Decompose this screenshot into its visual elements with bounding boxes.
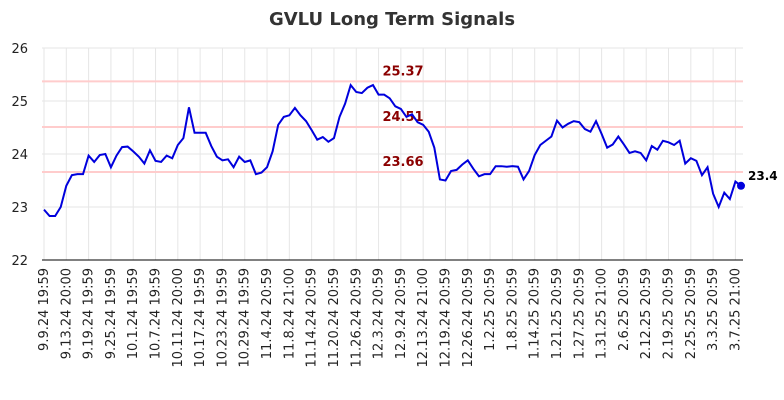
- x-tick-label: 12.3.24 20:59: [372, 268, 387, 359]
- x-tick-label: 11.20.24 20:59: [327, 268, 342, 368]
- x-tick-label: 9.19.24 19:59: [82, 268, 97, 359]
- x-tick-label: 2.12.25 20:59: [639, 268, 654, 359]
- x-tick-label: 10.23.24 19:59: [215, 268, 230, 368]
- x-tick-label: 12.19.24 20:59: [438, 268, 453, 368]
- y-tick-label: 24: [11, 148, 28, 163]
- y-tick-label: 22: [11, 254, 28, 269]
- y-tick-label: 23: [11, 201, 28, 216]
- x-tick-label: 12.9.24 20:59: [394, 268, 409, 359]
- x-tick-label: 10.1.24 19:59: [126, 268, 141, 359]
- x-tick-label: 3.3.25 20:59: [706, 268, 721, 351]
- last-point: [737, 181, 745, 190]
- x-tick-label: 1.2.25 20:59: [483, 268, 498, 351]
- chart-title: GVLU Long Term Signals: [269, 9, 515, 30]
- x-tick-label: 3.7.25 21:00: [728, 268, 743, 351]
- x-tick-label: 9.13.24 20:00: [59, 268, 74, 359]
- x-tick-label: 10.7.24 19:59: [149, 268, 164, 359]
- signal-label: 25.37: [382, 64, 423, 79]
- x-tick-label: 11.8.24 21:00: [282, 268, 297, 359]
- signal-label: 23.66: [382, 155, 423, 170]
- x-tick-label: 1.14.25 20:59: [528, 268, 543, 359]
- x-tick-label: 2.25.25 20:59: [684, 268, 699, 359]
- x-tick-label: 10.17.24 19:59: [193, 268, 208, 368]
- x-tick-label: 1.27.25 20:59: [572, 268, 587, 359]
- x-tick-label: 10.29.24 19:59: [238, 268, 253, 368]
- last-value-label: 23.4: [748, 169, 778, 183]
- x-tick-label: 12.13.24 21:00: [416, 268, 431, 368]
- x-tick-label: 2.6.25 20:59: [617, 268, 632, 351]
- y-tick-label: 26: [11, 42, 28, 57]
- x-tick-label: 11.4.24 20:59: [260, 268, 275, 359]
- x-tick-label: 9.25.24 19:59: [104, 268, 119, 359]
- x-tick-label: 1.31.25 21:00: [595, 268, 610, 359]
- x-tick-label: 9.9.24 19:59: [37, 268, 52, 351]
- y-tick-label: 25: [11, 95, 28, 110]
- x-tick-label: 12.26.24 20:59: [461, 268, 476, 368]
- x-tick-label: 1.21.25 20:59: [550, 268, 565, 359]
- x-tick-label: 11.14.24 20:59: [305, 268, 320, 368]
- x-tick-label: 10.11.24 20:00: [171, 268, 186, 368]
- x-tick-label: 2.19.25 20:59: [662, 268, 677, 359]
- price-line: [43, 83, 742, 218]
- x-tick-label: 1.8.25 20:59: [505, 268, 520, 351]
- signal-label: 24.51: [382, 110, 423, 125]
- x-tick-label: 11.26.24 20:59: [349, 268, 364, 368]
